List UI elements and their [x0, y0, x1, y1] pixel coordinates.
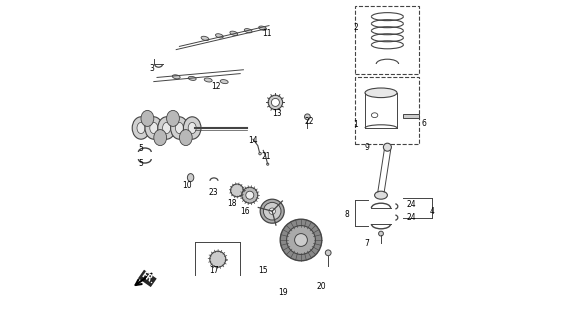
Ellipse shape: [215, 34, 223, 38]
Ellipse shape: [287, 226, 315, 254]
Ellipse shape: [231, 184, 243, 197]
Ellipse shape: [188, 76, 196, 80]
Bar: [356, 6, 420, 74]
Ellipse shape: [176, 123, 184, 134]
Ellipse shape: [154, 130, 166, 146]
Ellipse shape: [166, 110, 180, 126]
Ellipse shape: [201, 36, 209, 41]
Ellipse shape: [145, 117, 162, 139]
Text: 21: 21: [261, 152, 271, 161]
Text: 16: 16: [240, 207, 250, 216]
Text: 20: 20: [317, 282, 327, 291]
Text: 14: 14: [248, 136, 258, 145]
Text: 17: 17: [209, 266, 219, 275]
Ellipse shape: [269, 208, 275, 214]
Ellipse shape: [188, 173, 194, 182]
Text: 9: 9: [364, 143, 369, 152]
Text: 7: 7: [364, 239, 369, 248]
Ellipse shape: [172, 75, 180, 79]
Ellipse shape: [230, 31, 238, 36]
Text: 24: 24: [406, 213, 416, 222]
Text: 12: 12: [211, 82, 221, 91]
Text: 15: 15: [258, 266, 268, 275]
Ellipse shape: [150, 123, 158, 134]
Text: 24: 24: [406, 200, 416, 209]
Ellipse shape: [170, 117, 188, 139]
Text: 3: 3: [150, 64, 154, 73]
Ellipse shape: [384, 143, 392, 151]
Ellipse shape: [259, 152, 261, 155]
Text: 4: 4: [430, 207, 435, 216]
Ellipse shape: [280, 219, 322, 261]
Text: 13: 13: [272, 109, 282, 118]
Ellipse shape: [263, 203, 281, 220]
Ellipse shape: [188, 123, 196, 134]
Text: 19: 19: [279, 288, 288, 297]
Ellipse shape: [365, 88, 397, 98]
Text: 6: 6: [422, 119, 426, 128]
Text: 2: 2: [353, 23, 358, 32]
Ellipse shape: [295, 234, 307, 246]
Text: FR.: FR.: [139, 271, 156, 286]
Text: 8: 8: [345, 210, 349, 219]
Text: 11: 11: [263, 29, 272, 38]
Text: 18: 18: [227, 199, 237, 208]
Ellipse shape: [184, 117, 201, 139]
Ellipse shape: [325, 250, 331, 256]
Ellipse shape: [378, 231, 384, 236]
Ellipse shape: [220, 80, 228, 84]
Ellipse shape: [180, 130, 192, 146]
Text: 1: 1: [353, 120, 358, 129]
Ellipse shape: [132, 117, 150, 139]
Ellipse shape: [268, 95, 283, 109]
Bar: [404, 114, 420, 118]
Ellipse shape: [246, 191, 254, 199]
Ellipse shape: [210, 251, 226, 267]
Ellipse shape: [304, 114, 310, 120]
Ellipse shape: [271, 99, 279, 106]
Ellipse shape: [141, 110, 154, 126]
Ellipse shape: [137, 123, 145, 134]
Ellipse shape: [245, 28, 252, 33]
Text: 10: 10: [182, 181, 192, 190]
Ellipse shape: [259, 26, 267, 30]
Ellipse shape: [260, 199, 284, 223]
Ellipse shape: [158, 117, 176, 139]
Ellipse shape: [267, 163, 269, 165]
Text: 5: 5: [139, 144, 144, 153]
Bar: [356, 77, 420, 144]
Ellipse shape: [242, 187, 258, 203]
Text: 22: 22: [304, 117, 314, 126]
Text: 5: 5: [139, 159, 144, 168]
Ellipse shape: [374, 191, 388, 199]
Text: 23: 23: [208, 188, 218, 197]
Ellipse shape: [204, 78, 212, 82]
Ellipse shape: [162, 123, 170, 134]
